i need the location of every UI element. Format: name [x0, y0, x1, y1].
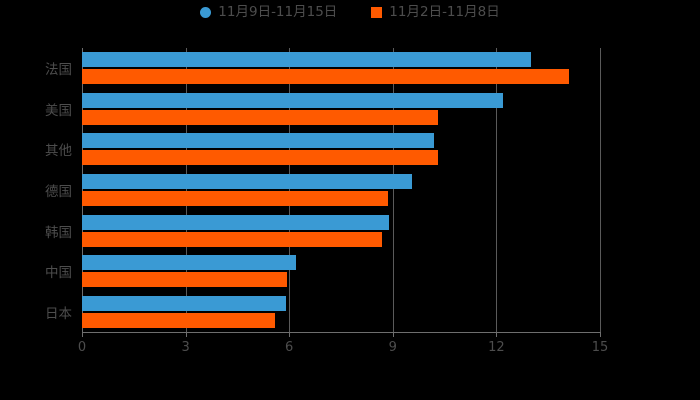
- bar-日本-series-2[interactable]: [82, 312, 276, 328]
- x-tick-mark-12: [496, 332, 498, 337]
- bar-美国-series-2[interactable]: [82, 109, 438, 125]
- gridline-3: [185, 48, 187, 332]
- legend-item-series-1[interactable]: 11月9日-11月15日: [200, 4, 338, 20]
- bar-韩国-series-2[interactable]: [82, 231, 383, 247]
- x-axis-label-0: 0: [77, 340, 87, 355]
- y-axis-label-4: 韩国: [45, 224, 72, 241]
- bar-日本-series-1[interactable]: [82, 295, 286, 311]
- x-axis-label-15: 15: [591, 340, 609, 355]
- bar-法国-series-1[interactable]: [82, 52, 531, 68]
- x-tick-mark-3: [185, 332, 187, 337]
- chart-legend: 11月9日-11月15日 11月2日-11月8日: [0, 4, 700, 20]
- bar-中国-series-1[interactable]: [82, 255, 297, 271]
- x-axis-label-12: 12: [488, 340, 505, 355]
- x-tick-mark-15: [600, 332, 601, 337]
- bar-法国-series-2[interactable]: [82, 69, 569, 85]
- gridline-12: [496, 48, 498, 332]
- y-axis-label-5: 中国: [45, 265, 72, 282]
- legend-circle-marker-icon: [200, 7, 212, 19]
- bar-德国-series-2[interactable]: [82, 191, 388, 206]
- x-tick-mark-9: [392, 332, 394, 337]
- y-axis-label-1: 美国: [45, 102, 72, 119]
- y-axis-label-2: 其他: [45, 143, 72, 160]
- gridline-9: [392, 48, 394, 332]
- x-tick-mark-0: [82, 332, 83, 337]
- x-tick-mark-6: [289, 332, 291, 337]
- gridline-15: [600, 48, 601, 332]
- x-axis-line: [82, 332, 600, 333]
- y-axis-label-6: 日本: [45, 305, 72, 322]
- legend-item-series-2[interactable]: 11月2日-11月8日: [371, 4, 500, 20]
- legend-label-series-1: 11月9日-11月15日: [218, 4, 338, 20]
- bar-中国-series-2[interactable]: [82, 272, 288, 288]
- gridline-6: [289, 48, 291, 332]
- y-axis-label-3: 德国: [45, 184, 72, 200]
- y-axis-labels: 法国 美国 其他 德国 韩国 中国 日本: [0, 48, 82, 332]
- bar-德国-series-1[interactable]: [82, 174, 412, 189]
- bar-其他-series-2[interactable]: [82, 150, 438, 166]
- y-axis-line: [82, 48, 83, 332]
- x-axis-label-9: 9: [388, 340, 397, 355]
- x-axis-label-3: 3: [181, 340, 190, 355]
- bar-美国-series-1[interactable]: [82, 92, 504, 108]
- y-axis-label-0: 法国: [45, 62, 72, 79]
- x-axis-label-6: 6: [285, 340, 294, 355]
- plot-area: 0 3 6 9 12 15: [78, 48, 608, 355]
- bar-其他-series-1[interactable]: [82, 133, 435, 149]
- bar-韩国-series-1[interactable]: [82, 214, 390, 230]
- legend-label-series-2: 11月2日-11月8日: [389, 4, 500, 20]
- legend-square-marker-icon: [371, 7, 383, 19]
